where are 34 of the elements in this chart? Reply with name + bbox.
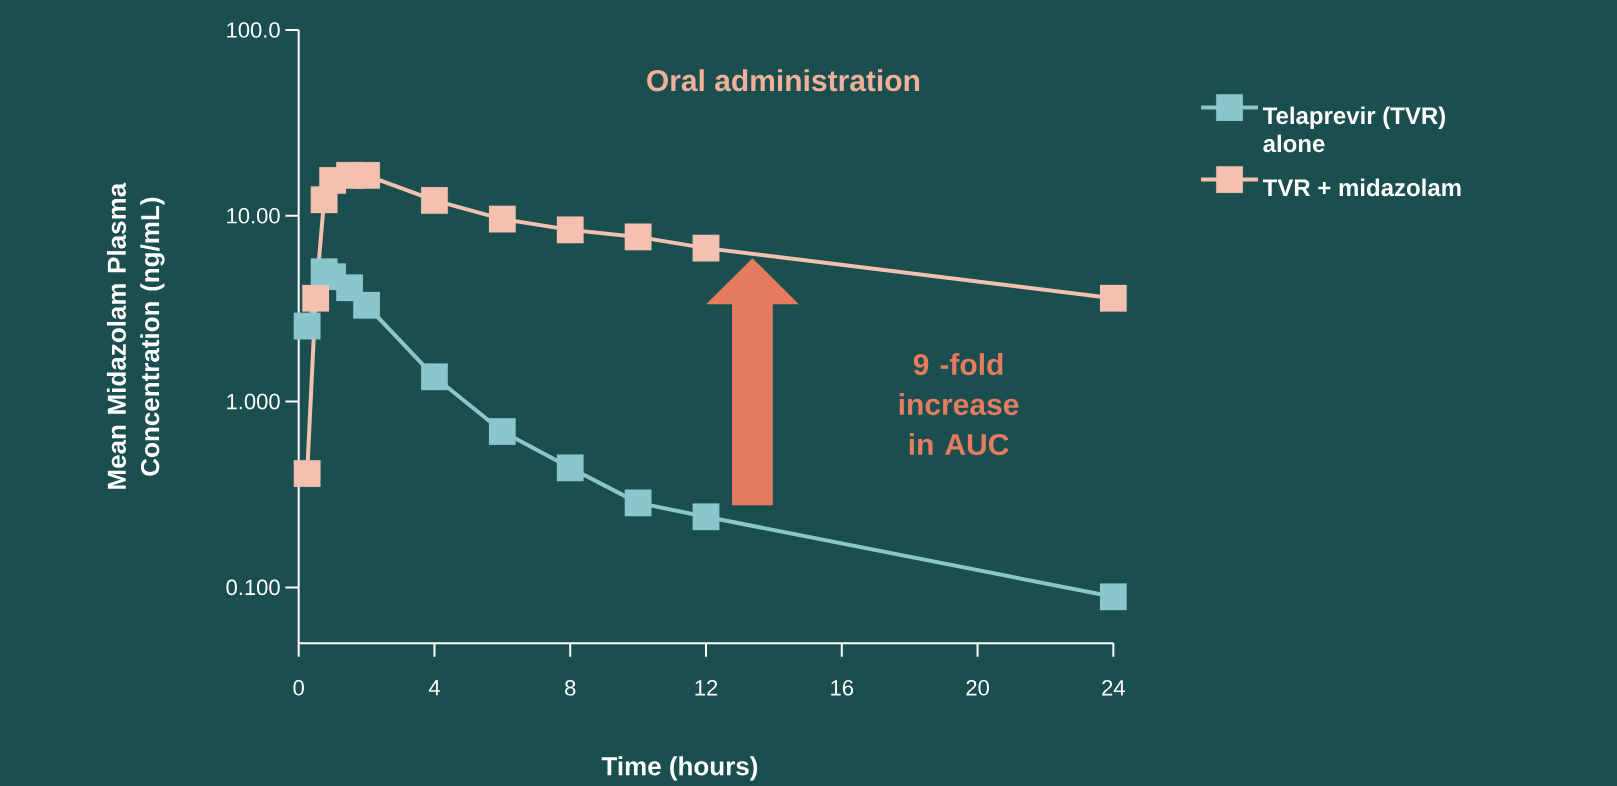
x-tick-label: 8: [565, 680, 576, 696]
point: [293, 460, 321, 487]
x-tick-label: 16: [831, 680, 854, 696]
point: [692, 503, 720, 531]
point: [353, 291, 380, 319]
point: [421, 187, 448, 214]
legend-label: TVR + midazolam: [1262, 178, 1461, 197]
point: [488, 205, 516, 233]
point: [293, 312, 321, 340]
y-tick-label: 10.00: [227, 208, 280, 224]
point: [556, 216, 584, 244]
text: Oral administration: [647, 69, 920, 92]
x-tick-label: 12: [695, 680, 718, 696]
point: [692, 234, 720, 262]
y-tick-label: 1.000: [227, 393, 280, 410]
annotation: 9 -fold increase in AUC: [899, 353, 1019, 456]
legend-label: Telaprevir (TVR) alone: [1262, 106, 1446, 153]
x-tick-label: 24: [1102, 680, 1125, 696]
x-axis-title: Time (hours): [601, 756, 758, 781]
y-axis-title: Mean Midazolam Plasma Concentration (ng/mL): [106, 182, 165, 489]
x-tick-label: 4: [428, 680, 440, 696]
point: [624, 489, 652, 517]
point: [353, 161, 380, 189]
point: [1099, 583, 1127, 611]
point: [624, 223, 652, 251]
y-tick-label: 0.100: [226, 579, 280, 596]
point: [421, 363, 448, 391]
y-tick-label: 100.0: [227, 22, 280, 38]
x-tick-label: 0: [293, 680, 304, 696]
point: [488, 418, 516, 445]
point: [302, 284, 330, 312]
point: [1099, 284, 1127, 312]
point: [556, 454, 584, 482]
x-tick-label: 20: [966, 680, 989, 696]
